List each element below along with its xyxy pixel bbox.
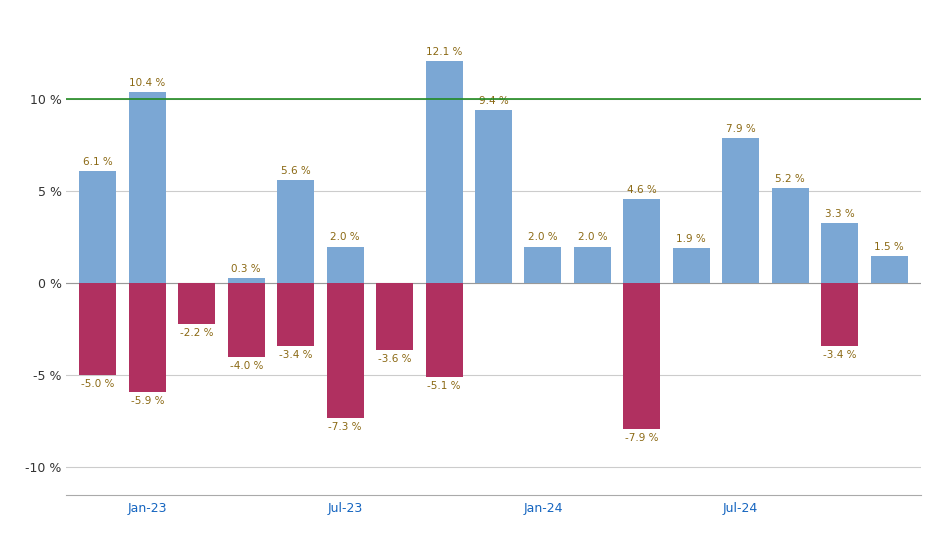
Text: 3.3 %: 3.3 % <box>824 208 854 218</box>
Text: -2.2 %: -2.2 % <box>180 328 213 338</box>
Bar <box>326 283 364 417</box>
Text: 1.9 %: 1.9 % <box>677 234 706 244</box>
Text: 10.4 %: 10.4 % <box>130 78 165 88</box>
Text: 9.4 %: 9.4 % <box>478 96 509 106</box>
Bar <box>870 256 908 283</box>
Text: 6.1 %: 6.1 % <box>83 157 113 167</box>
Bar <box>623 283 661 429</box>
Text: -3.4 %: -3.4 % <box>822 350 856 360</box>
Bar <box>475 111 512 283</box>
Text: 0.3 %: 0.3 % <box>231 264 261 274</box>
Bar <box>79 283 117 375</box>
Bar <box>821 223 858 283</box>
Bar <box>326 246 364 283</box>
Bar <box>277 180 314 283</box>
Text: -3.6 %: -3.6 % <box>378 354 412 364</box>
Bar <box>227 278 265 283</box>
Bar <box>623 199 661 283</box>
Bar <box>376 283 414 350</box>
Text: 2.0 %: 2.0 % <box>330 233 360 243</box>
Bar <box>79 171 117 283</box>
Text: 7.9 %: 7.9 % <box>726 124 756 134</box>
Bar <box>673 249 710 283</box>
Bar <box>573 246 611 283</box>
Text: -7.3 %: -7.3 % <box>328 422 362 432</box>
Bar <box>772 188 808 283</box>
Bar <box>426 60 462 283</box>
Text: 5.6 %: 5.6 % <box>281 166 310 176</box>
Bar <box>129 92 166 283</box>
Bar <box>821 283 858 346</box>
Text: -3.4 %: -3.4 % <box>279 350 312 360</box>
Bar <box>179 283 215 324</box>
Text: 2.0 %: 2.0 % <box>577 233 607 243</box>
Text: 5.2 %: 5.2 % <box>776 174 805 184</box>
Text: -4.0 %: -4.0 % <box>229 361 263 371</box>
Text: -5.9 %: -5.9 % <box>131 396 164 406</box>
Bar <box>227 283 265 357</box>
Text: 1.5 %: 1.5 % <box>874 241 904 252</box>
Text: -7.9 %: -7.9 % <box>625 433 659 443</box>
Bar <box>525 246 561 283</box>
Text: 2.0 %: 2.0 % <box>528 233 557 243</box>
Bar <box>277 283 314 346</box>
Text: 12.1 %: 12.1 % <box>426 47 462 57</box>
Bar <box>129 283 166 392</box>
Text: -5.0 %: -5.0 % <box>81 379 115 389</box>
Text: 4.6 %: 4.6 % <box>627 185 657 195</box>
Bar <box>722 138 760 283</box>
Text: -5.1 %: -5.1 % <box>428 381 461 391</box>
Bar <box>426 283 462 377</box>
